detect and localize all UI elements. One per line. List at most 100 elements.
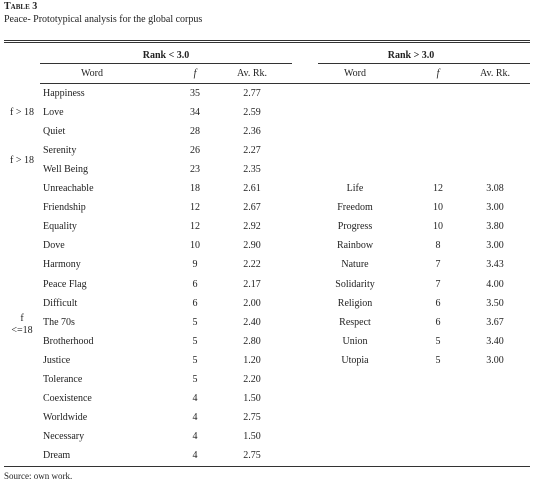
cell-number: 6: [192, 278, 198, 290]
cell-number: 35: [190, 88, 200, 99]
group-header: Rank > 3.0: [387, 50, 435, 61]
cell-number: 2.80: [243, 335, 261, 347]
cell-number: 3.00: [486, 202, 504, 214]
cell-number: 7: [435, 278, 441, 290]
cell-word: Harmony: [43, 259, 81, 271]
cell-number: 4.00: [486, 278, 504, 290]
cell-word: Unreachable: [43, 183, 94, 195]
cell-number: 5: [192, 335, 198, 347]
cell-number: 2.40: [243, 316, 261, 328]
cell-number: 5: [192, 316, 198, 328]
cell-number: 1.20: [243, 354, 261, 366]
column-header: Av. Rk.: [237, 68, 267, 79]
cell-number: 2.59: [243, 107, 261, 119]
cell-number: 2.35: [243, 164, 261, 176]
rule: [4, 466, 530, 467]
cell-word: Dream: [43, 449, 71, 461]
cell-number: 18: [190, 183, 200, 195]
cell-word: Happiness: [43, 88, 85, 99]
cell-number: 2.75: [243, 411, 261, 423]
cell-word: Religion: [337, 297, 373, 309]
column-header: f: [436, 68, 440, 79]
cell-number: 34: [190, 107, 200, 119]
cell-number: 4: [192, 430, 198, 442]
cell-word: Equality: [43, 221, 77, 233]
cell-number: 6: [192, 297, 198, 309]
cell-word: Union: [342, 335, 368, 347]
cell-word: Coexistence: [43, 392, 92, 404]
cell-number: 8: [435, 240, 441, 252]
cell-word: Necessary: [43, 430, 85, 442]
cell-word: Peace Flag: [43, 278, 87, 290]
cell-number: 2.77: [243, 88, 261, 99]
column-header: Word: [344, 68, 366, 79]
cell-number: 6: [435, 316, 441, 328]
cell-number: 10: [433, 221, 443, 233]
row-group-label: f > 18: [10, 107, 34, 118]
rule: [40, 83, 530, 84]
table-label: Table 3: [4, 1, 38, 12]
cell-word: Brotherhood: [43, 335, 94, 347]
cell-number: 2.20: [243, 373, 261, 385]
cell-word: The 70s: [43, 316, 75, 328]
cell-number: 3.67: [486, 316, 504, 328]
cell-word: Utopia: [341, 354, 369, 366]
cell-number: 28: [190, 126, 200, 138]
cell-number: 4: [192, 392, 198, 404]
cell-number: 1.50: [243, 430, 261, 442]
cell-number: 5: [435, 354, 441, 366]
cell-number: 2.36: [243, 126, 261, 138]
cell-word: Friendship: [43, 202, 86, 214]
cell-number: 3.43: [486, 259, 504, 271]
group-header: Rank < 3.0: [142, 50, 190, 61]
rule: [4, 42, 530, 43]
cell-number: 7: [435, 259, 441, 271]
cell-word: Nature: [341, 259, 369, 271]
cell-word: Justice: [43, 354, 71, 366]
cell-number: 5: [435, 335, 441, 347]
cell-number: 2.67: [243, 202, 261, 214]
cell-number: 4: [192, 449, 198, 461]
cell-word: Love: [43, 107, 64, 119]
cell-number: 26: [190, 145, 200, 157]
cell-number: 3.00: [486, 354, 504, 366]
cell-number: 3.40: [486, 335, 504, 347]
row-group-label: f <=18: [11, 313, 33, 336]
column-header: Word: [81, 68, 103, 79]
column-header: Av. Rk.: [480, 68, 510, 79]
cell-number: 12: [190, 202, 200, 214]
cell-number: 1.50: [243, 392, 261, 404]
cell-word: Dove: [43, 240, 65, 252]
cell-word: Solidarity: [335, 278, 375, 290]
column-header: f: [193, 68, 197, 79]
cell-word: Serenity: [43, 145, 77, 157]
cell-number: 3.00: [486, 240, 504, 252]
cell-number: 2.90: [243, 240, 261, 252]
cell-number: 2.22: [243, 259, 261, 271]
cell-number: 2.27: [243, 145, 261, 157]
cell-number: 5: [192, 373, 198, 385]
cell-number: 3.50: [486, 297, 504, 309]
cell-word: Respect: [339, 316, 371, 328]
cell-number: 12: [190, 221, 200, 233]
cell-number: 5: [192, 354, 198, 366]
cell-number: 6: [435, 297, 441, 309]
cell-number: 2.75: [243, 449, 261, 461]
cell-word: Progress: [337, 221, 373, 233]
cell-number: 12: [433, 183, 443, 195]
cell-number: 3.08: [486, 183, 504, 195]
cell-word: Difficult: [43, 297, 78, 309]
cell-number: 3.80: [486, 221, 504, 233]
source-note: Source: own work.: [4, 471, 73, 481]
cell-word: Worldwide: [43, 411, 88, 423]
cell-number: 23: [190, 164, 200, 176]
cell-word: Tolerance: [43, 373, 83, 385]
cell-number: 10: [433, 202, 443, 214]
cell-number: 2.00: [243, 297, 261, 309]
cell-number: 10: [190, 240, 200, 252]
cell-word: Quiet: [43, 126, 66, 138]
cell-number: 4: [192, 411, 198, 423]
cell-word: Well Being: [43, 164, 89, 176]
row-group-label: f > 18: [10, 155, 34, 166]
